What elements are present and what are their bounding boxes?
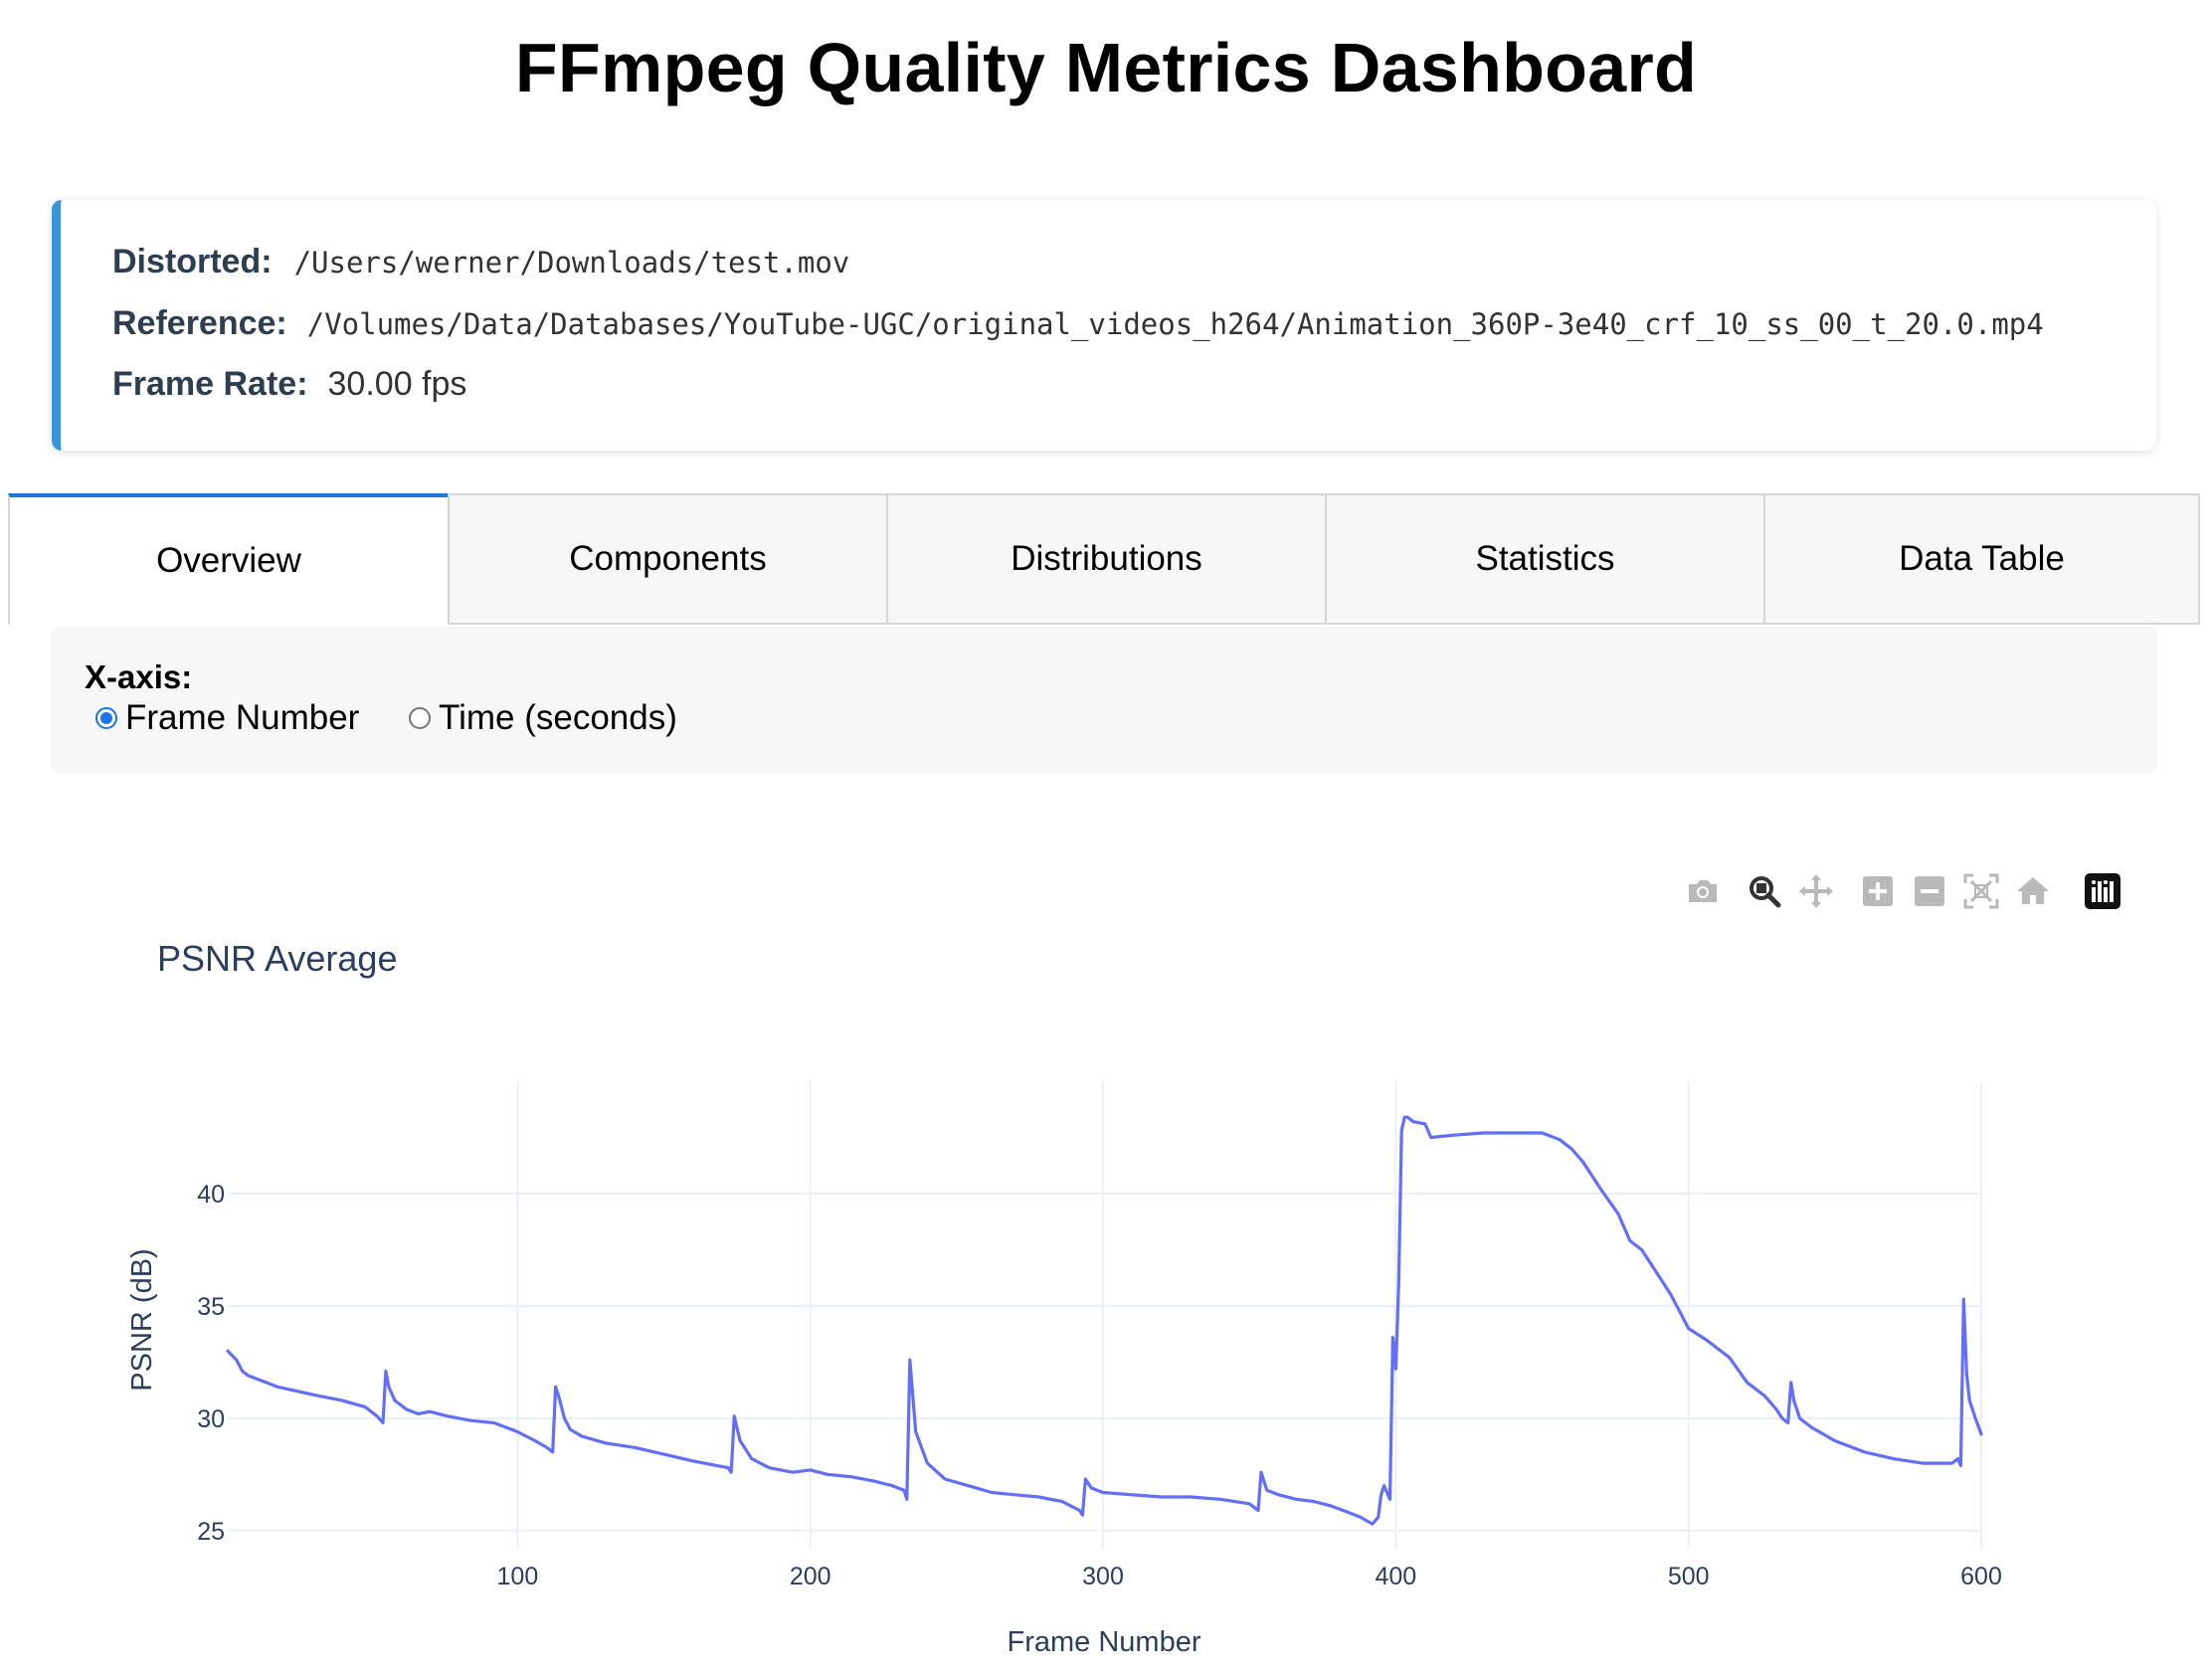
x-tick-label: 300 [1082, 1563, 1124, 1590]
x-tick-label: 600 [1960, 1563, 2002, 1590]
framerate-row: Frame Rate: 30.00 fps [112, 365, 466, 404]
xaxis-controls: X-axis: Frame Number Time (seconds) [51, 627, 2157, 774]
reset-axes-icon[interactable] [2011, 869, 2055, 913]
autoscale-icon[interactable] [1959, 869, 2003, 913]
radio-time-seconds[interactable]: Time (seconds) [409, 698, 677, 738]
reference-row: Reference: /Volumes/Data/Databases/YouTu… [112, 304, 2044, 343]
distorted-path: /Users/werner/Downloads/test.mov [293, 246, 850, 280]
tab-data-table[interactable]: Data Table [1763, 493, 2200, 625]
distorted-label: Distorted: [112, 243, 273, 280]
radio-label-frame-number: Frame Number [125, 698, 360, 737]
zoom-in-icon[interactable] [1856, 869, 1900, 913]
reference-label: Reference: [112, 304, 287, 342]
chart-tick-labels: 100 200 300 400 500 600 25 30 35 40 [197, 1181, 2002, 1590]
x-tick-label: 100 [497, 1563, 539, 1590]
x-tick-label: 400 [1375, 1563, 1416, 1590]
tab-components[interactable]: Components [448, 493, 886, 625]
zoom-out-icon[interactable] [1908, 869, 1951, 913]
xaxis-label: X-axis: [85, 658, 193, 695]
x-tick-label: 500 [1668, 1563, 1710, 1590]
tab-overview[interactable]: Overview [8, 493, 448, 625]
radio-label-time: Time (seconds) [439, 698, 677, 737]
chart-y-axis-title: PSNR (dB) [126, 1248, 158, 1391]
plotly-logo-icon[interactable] [2081, 869, 2124, 913]
framerate-value: 30.00 fps [327, 365, 467, 403]
chart-gridlines [228, 1081, 1982, 1549]
tab-distributions[interactable]: Distributions [886, 493, 1325, 625]
y-tick-label: 25 [197, 1518, 225, 1546]
reference-path: /Volumes/Data/Databases/YouTube-UGC/orig… [306, 307, 2044, 341]
radio-button-unchecked[interactable] [409, 707, 431, 729]
tab-bar: Overview Components Distributions Statis… [8, 493, 2200, 625]
pan-icon[interactable] [1794, 869, 1838, 913]
y-tick-label: 35 [197, 1293, 225, 1321]
psnr-series-line [226, 1115, 1983, 1526]
radio-frame-number[interactable]: Frame Number [95, 698, 359, 738]
file-info-card: Distorted: /Users/werner/Downloads/test.… [52, 200, 2156, 451]
tab-statistics[interactable]: Statistics [1325, 493, 1763, 625]
zoom-icon[interactable] [1743, 869, 1786, 913]
page-title: FFmpeg Quality Metrics Dashboard [514, 29, 1698, 106]
distorted-row: Distorted: /Users/werner/Downloads/test.… [112, 243, 849, 281]
camera-icon[interactable] [1681, 869, 1725, 913]
chart-series-layer [226, 1115, 1983, 1526]
y-tick-label: 40 [197, 1181, 225, 1209]
chart-title: PSNR Average [157, 938, 397, 979]
x-tick-label: 200 [790, 1563, 831, 1590]
framerate-label: Frame Rate: [112, 365, 308, 403]
radio-button-checked[interactable] [95, 707, 117, 729]
y-tick-label: 30 [197, 1405, 225, 1433]
chart-x-axis-title: Frame Number [1008, 1626, 1201, 1658]
